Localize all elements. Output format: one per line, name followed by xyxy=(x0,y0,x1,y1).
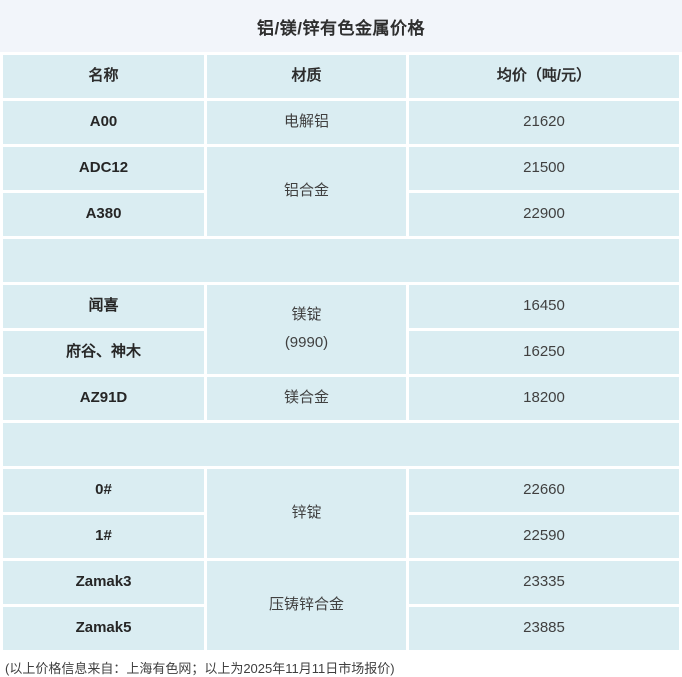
cell-price-fugu-shenmu: 16250 xyxy=(409,331,679,374)
metal-price-table: 名称 材质 均价（吨/元） A00 电解铝 21620 ADC12 铝合金 21… xyxy=(3,55,679,650)
cell-price-wenxi: 16450 xyxy=(409,285,679,328)
cell-price-grade1: 22590 xyxy=(409,515,679,558)
cell-name-fugu-shenmu: 府谷、神木 xyxy=(3,331,204,374)
cell-name-adc12: ADC12 xyxy=(3,147,204,190)
cell-name-grade1: 1# xyxy=(3,515,204,558)
cell-material-diecast-zinc-alloy: 压铸锌合金 xyxy=(207,561,406,650)
cell-name-a380: A380 xyxy=(3,193,204,236)
cell-price-az91d: 18200 xyxy=(409,377,679,420)
magnesium-ingot-label: 镁锭 xyxy=(291,306,322,324)
cell-price-a380: 22900 xyxy=(409,193,679,236)
section-spacer-row xyxy=(3,239,679,282)
cell-price-adc12: 21500 xyxy=(409,147,679,190)
page-title: 铝/镁/锌有色金属价格 xyxy=(0,0,682,52)
magnesium-ingot-grade: (9990) xyxy=(284,334,329,351)
cell-name-grade0: 0# xyxy=(3,469,204,512)
column-header-name: 名称 xyxy=(3,55,204,98)
column-header-material: 材质 xyxy=(207,55,406,98)
cell-material-magnesium-alloy: 镁合金 xyxy=(207,377,406,420)
cell-price-a00: 21620 xyxy=(409,101,679,144)
cell-material-aluminum-alloy: 铝合金 xyxy=(207,147,406,236)
cell-price-grade0: 22660 xyxy=(409,469,679,512)
cell-material-zinc-ingot: 锌锭 xyxy=(207,469,406,558)
cell-material-magnesium-ingot: 镁锭 (9990) xyxy=(207,285,406,374)
source-note: (以上价格信息来自：上海有色网；以上为2025年11月11日市场报价) xyxy=(5,661,395,676)
section-spacer-row xyxy=(3,423,679,466)
cell-name-wenxi: 闻喜 xyxy=(3,285,204,328)
cell-price-zamak3: 23335 xyxy=(409,561,679,604)
cell-price-zamak5: 23885 xyxy=(409,607,679,650)
cell-name-zamak5: Zamak5 xyxy=(3,607,204,650)
cell-name-az91d: AZ91D xyxy=(3,377,204,420)
cell-name-a00: A00 xyxy=(3,101,204,144)
cell-material-electrolytic-aluminum: 电解铝 xyxy=(207,101,406,144)
column-header-price: 均价（吨/元） xyxy=(409,55,679,98)
cell-name-zamak3: Zamak3 xyxy=(3,561,204,604)
